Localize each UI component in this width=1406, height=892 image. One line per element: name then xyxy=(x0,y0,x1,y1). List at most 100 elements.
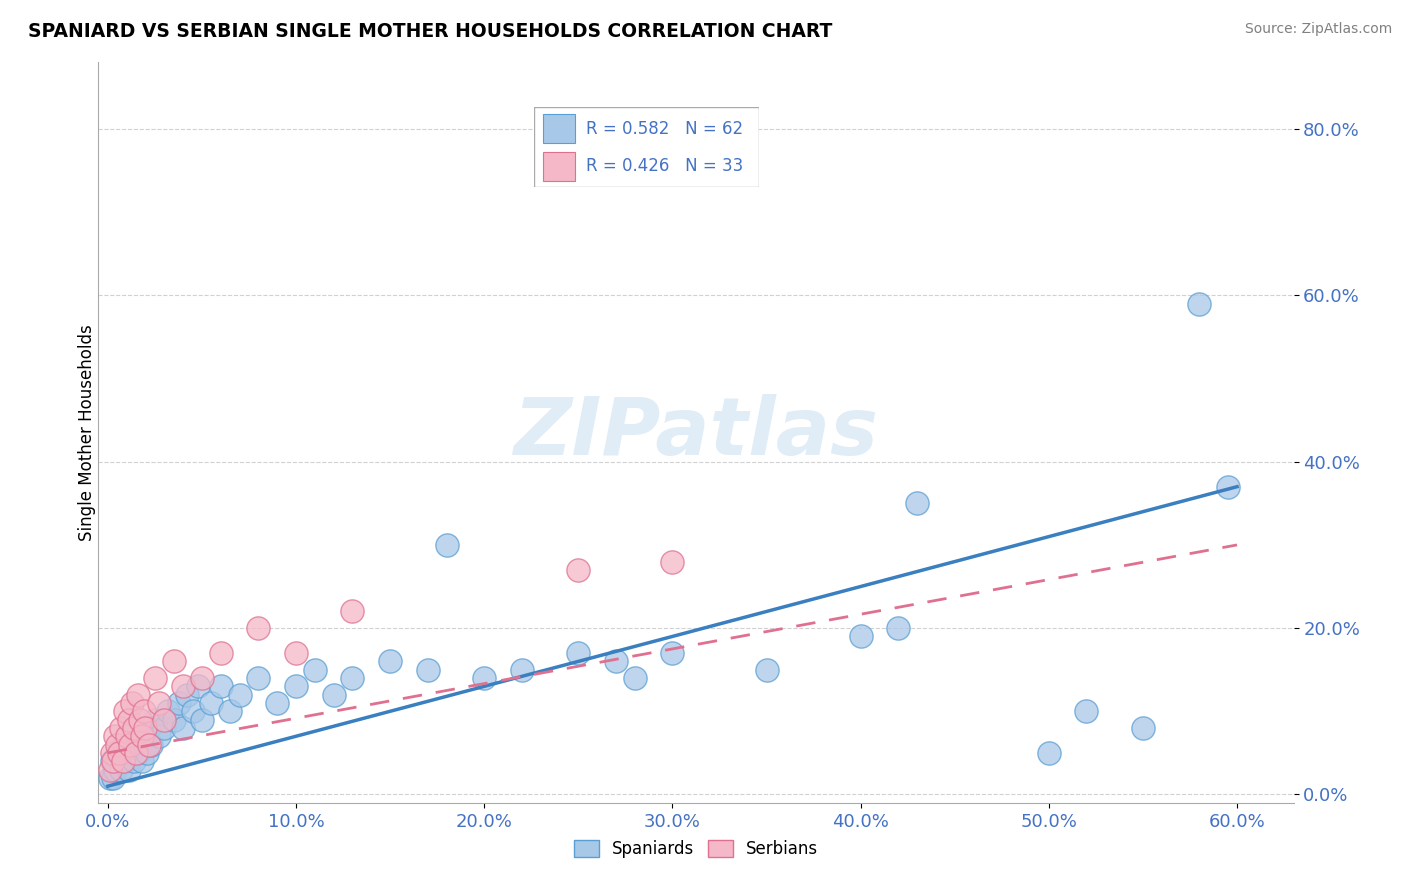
Point xyxy=(121,746,143,760)
Point xyxy=(120,738,142,752)
Point xyxy=(138,738,160,752)
Point xyxy=(132,729,155,743)
Point xyxy=(228,688,250,702)
Point xyxy=(567,646,589,660)
Point xyxy=(1038,746,1060,760)
Point xyxy=(103,771,125,785)
Point xyxy=(139,738,162,752)
Point xyxy=(143,671,166,685)
Point xyxy=(285,679,308,693)
Point xyxy=(125,746,148,760)
Point xyxy=(219,704,242,718)
Point xyxy=(131,729,153,743)
Point xyxy=(117,763,139,777)
Point xyxy=(342,605,364,619)
Point xyxy=(138,721,160,735)
Point xyxy=(153,721,176,735)
Point xyxy=(378,654,401,668)
Point xyxy=(134,721,156,735)
Point xyxy=(100,746,122,760)
Point xyxy=(623,671,645,685)
Text: R = 0.582   N = 62: R = 0.582 N = 62 xyxy=(586,120,744,137)
Point xyxy=(131,754,153,768)
Text: ZIPatlas: ZIPatlas xyxy=(513,393,879,472)
Point xyxy=(136,746,159,760)
Point xyxy=(510,663,533,677)
Point xyxy=(110,763,132,777)
Point xyxy=(905,496,928,510)
Point xyxy=(122,721,145,735)
Point xyxy=(436,538,458,552)
Point xyxy=(128,738,150,752)
Point xyxy=(191,671,214,685)
Point xyxy=(247,621,270,635)
Point xyxy=(247,671,270,685)
Point xyxy=(849,629,872,643)
Point xyxy=(134,738,156,752)
Point xyxy=(111,754,134,768)
Point xyxy=(143,713,166,727)
Point xyxy=(100,754,122,768)
FancyBboxPatch shape xyxy=(543,114,575,143)
Point xyxy=(322,688,344,702)
Point xyxy=(127,688,149,702)
Legend: Spaniards, Serbians: Spaniards, Serbians xyxy=(567,833,825,865)
Point xyxy=(120,738,142,752)
Point xyxy=(104,729,127,743)
Point xyxy=(1132,721,1154,735)
Point xyxy=(122,754,145,768)
Point xyxy=(108,754,131,768)
Point xyxy=(181,704,204,718)
Point xyxy=(176,688,198,702)
Point xyxy=(163,654,186,668)
Point xyxy=(567,563,589,577)
Text: SPANIARD VS SERBIAN SINGLE MOTHER HOUSEHOLDS CORRELATION CHART: SPANIARD VS SERBIAN SINGLE MOTHER HOUSEH… xyxy=(28,22,832,41)
Point xyxy=(105,738,128,752)
Point xyxy=(110,721,132,735)
Point xyxy=(191,713,214,727)
Point xyxy=(105,746,128,760)
Point xyxy=(172,679,194,693)
Point xyxy=(121,696,143,710)
Point xyxy=(125,729,148,743)
Point xyxy=(342,671,364,685)
Point xyxy=(187,679,209,693)
Point xyxy=(132,704,155,718)
Point xyxy=(103,754,125,768)
Point xyxy=(111,738,134,752)
Point xyxy=(661,646,683,660)
Point xyxy=(169,696,191,710)
FancyBboxPatch shape xyxy=(534,107,759,187)
Point xyxy=(209,646,232,660)
Point xyxy=(172,721,194,735)
Point xyxy=(416,663,439,677)
Point xyxy=(209,679,232,693)
Point xyxy=(108,746,131,760)
Point xyxy=(755,663,778,677)
Point xyxy=(127,746,149,760)
Point xyxy=(472,671,495,685)
Point xyxy=(104,763,127,777)
Point xyxy=(887,621,910,635)
Point xyxy=(153,713,176,727)
Point xyxy=(117,713,139,727)
Point xyxy=(115,729,138,743)
Point xyxy=(1076,704,1098,718)
Point xyxy=(148,696,170,710)
Point xyxy=(304,663,326,677)
Point xyxy=(285,646,308,660)
Point xyxy=(114,754,136,768)
Point xyxy=(98,763,121,777)
Point xyxy=(148,729,170,743)
Point xyxy=(200,696,222,710)
Point xyxy=(661,555,683,569)
Point xyxy=(266,696,288,710)
Point xyxy=(115,746,138,760)
Point xyxy=(114,704,136,718)
Point xyxy=(1216,480,1239,494)
Point xyxy=(157,704,180,718)
Text: Source: ZipAtlas.com: Source: ZipAtlas.com xyxy=(1244,22,1392,37)
Text: R = 0.426   N = 33: R = 0.426 N = 33 xyxy=(586,158,744,176)
Point xyxy=(98,771,121,785)
Point xyxy=(605,654,627,668)
